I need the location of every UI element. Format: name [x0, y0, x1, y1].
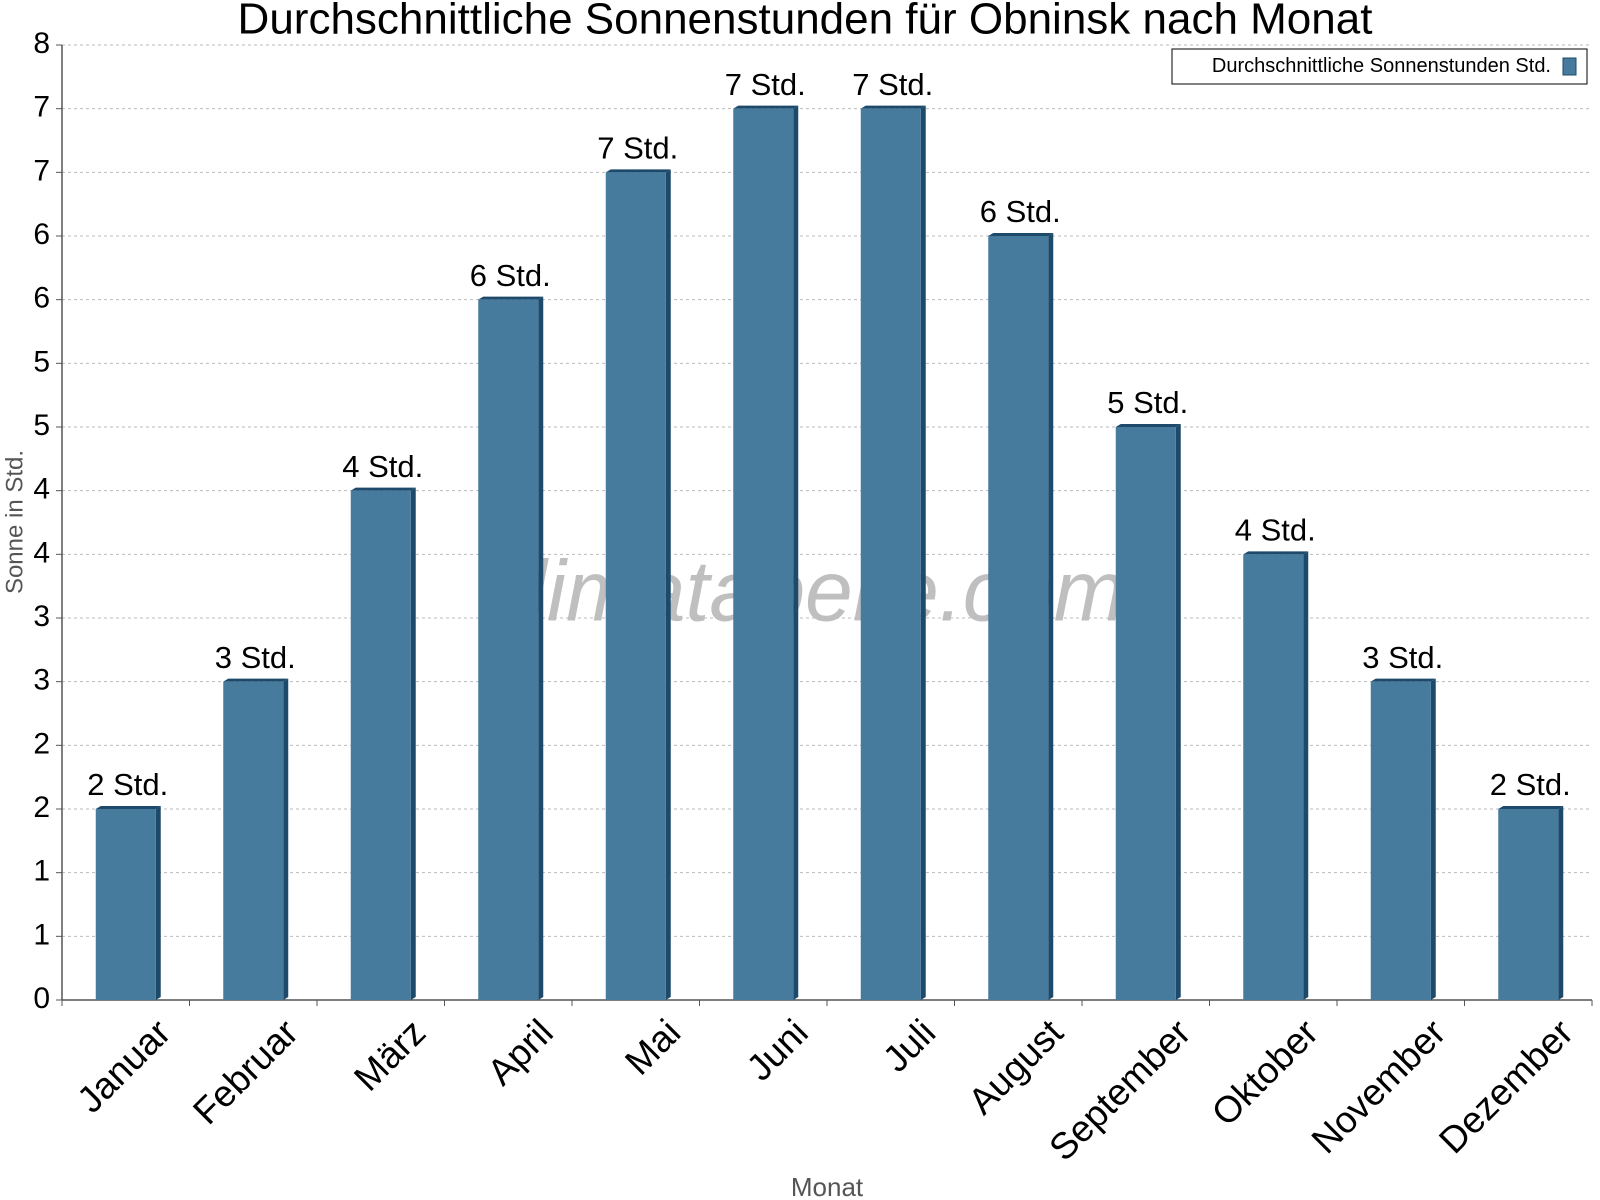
value-label: 6 Std. [980, 194, 1061, 229]
value-label: 3 Std. [1362, 640, 1443, 675]
value-label: 7 Std. [725, 67, 806, 102]
bar-top [1243, 551, 1309, 555]
x-tick-label: August [960, 1011, 1071, 1122]
value-label: 2 Std. [1490, 767, 1571, 802]
bar-face [605, 172, 666, 1001]
bar-side [1303, 551, 1309, 1000]
bar-face [478, 299, 539, 1001]
value-label: 6 Std. [470, 258, 551, 293]
bar-top [350, 487, 416, 491]
bar-face [860, 108, 921, 1000]
y-tick-label: 3 [33, 664, 50, 697]
bar-top [478, 296, 544, 300]
bar-side [1558, 806, 1564, 1000]
bar-face [988, 236, 1049, 1000]
legend-box [1171, 48, 1588, 85]
legend-label: Durchschnittliche Sonnenstunden Std. [1212, 55, 1551, 77]
x-tick-label: Juni [739, 1012, 816, 1089]
value-label: 3 Std. [215, 640, 296, 675]
y-tick-label: 7 [33, 91, 50, 124]
bar-top [860, 105, 926, 109]
y-tick-label: 0 [33, 982, 50, 1015]
bar-face [1370, 681, 1431, 1000]
bar [223, 678, 289, 1000]
bar [605, 169, 671, 1001]
y-tick-label: 8 [33, 27, 50, 60]
bar-top [1370, 678, 1436, 682]
bar-face [223, 681, 284, 1000]
y-tick-label: 6 [33, 282, 50, 315]
y-tick-label: 4 [33, 536, 50, 569]
x-axis-title: Monat [791, 1172, 864, 1200]
bar-face [1498, 809, 1559, 1000]
y-tick-label: 4 [33, 473, 50, 506]
chart-title: Durchschnittliche Sonnenstunden für Obni… [238, 0, 1373, 44]
x-tick-label: November [1304, 1012, 1454, 1162]
bar-top [95, 806, 161, 809]
value-label: 7 Std. [597, 131, 678, 166]
bar-top [223, 678, 289, 682]
bar [1370, 678, 1436, 1000]
y-tick-label: 2 [33, 727, 50, 760]
value-label: 5 Std. [1107, 385, 1188, 420]
bar-side [538, 296, 544, 1001]
bar-side [283, 678, 289, 1000]
y-tick-label: 6 [33, 218, 50, 251]
bar-side [1430, 678, 1436, 1000]
value-label: 4 Std. [1235, 513, 1316, 548]
bar-face [1115, 427, 1176, 1000]
bar [1243, 551, 1309, 1000]
x-tick-label: Mai [617, 1012, 688, 1083]
y-axis-title: Sonne in Std. [1, 450, 28, 594]
bar-face [1243, 554, 1304, 1000]
bar [988, 233, 1054, 1000]
x-tick-label: Februar [185, 1012, 306, 1133]
y-tick-label: 1 [33, 918, 50, 951]
bar [1498, 806, 1564, 1000]
bar-top [733, 105, 799, 109]
bar-side [1175, 424, 1181, 1000]
y-tick-label: 1 [33, 855, 50, 888]
bar [95, 806, 161, 1000]
y-tick-label: 3 [33, 600, 50, 633]
bar [733, 105, 799, 1000]
bar [350, 487, 416, 1001]
y-tick-label: 2 [33, 791, 50, 824]
y-tick-label: 5 [33, 345, 50, 378]
bar-face [733, 108, 794, 1000]
value-label: 7 Std. [852, 67, 933, 102]
bar-face [350, 490, 411, 1000]
x-tick-label: Dezember [1431, 1012, 1581, 1162]
bar-face [95, 809, 156, 1000]
bar [1115, 424, 1181, 1000]
y-tick-label: 5 [33, 409, 50, 442]
bar-side [793, 105, 799, 1000]
x-tick-label: Oktober [1204, 1012, 1326, 1134]
value-label: 2 Std. [87, 767, 168, 802]
bar-top [605, 169, 671, 173]
bar-top [1115, 424, 1181, 427]
y-tick-label: 7 [33, 154, 50, 187]
bar-side [1048, 233, 1054, 1000]
bar-side [665, 169, 671, 1001]
bar-top [988, 233, 1054, 236]
bar [860, 105, 926, 1000]
x-tick-label: Januar [69, 1012, 178, 1121]
x-tick-label: April [479, 1012, 560, 1093]
bar-side [155, 806, 161, 1000]
bar-top [1498, 806, 1564, 809]
bar-side [920, 105, 926, 1000]
legend-swatch [1562, 57, 1577, 76]
value-label: 4 Std. [342, 449, 423, 484]
x-tick-label: März [346, 1012, 433, 1099]
bar-side [410, 487, 416, 1001]
x-tick-label: Juli [875, 1012, 943, 1080]
bar [478, 296, 544, 1001]
